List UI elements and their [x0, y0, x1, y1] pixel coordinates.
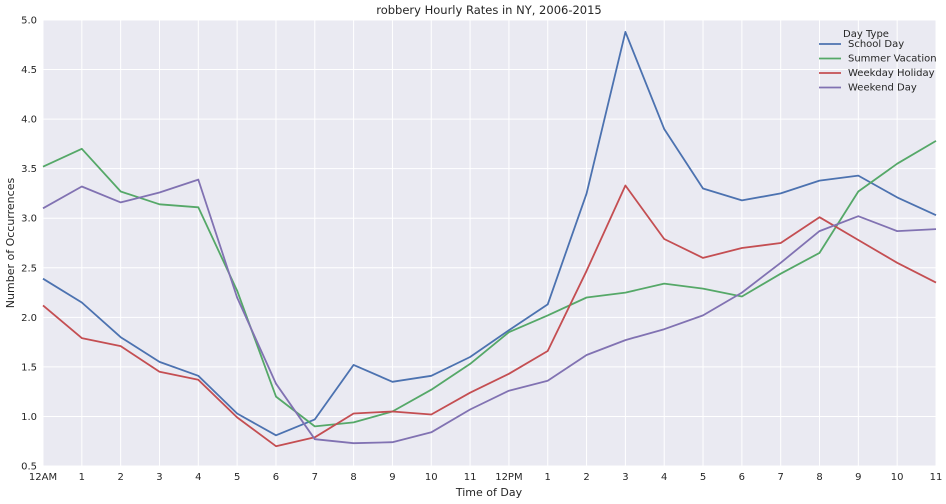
series-line-2: [42, 184, 937, 448]
x-tick-label: 4: [661, 472, 667, 483]
x-tick-label: 4: [195, 472, 201, 483]
legend-label: Weekend Day: [848, 83, 917, 94]
x-tick-label: 10: [891, 472, 904, 483]
x-tick-label: 1: [79, 472, 85, 483]
y-tick-label: 1.5: [21, 362, 37, 373]
x-axis-title: Time of Day: [455, 486, 523, 499]
x-tick-label: 11: [930, 472, 943, 483]
y-tick-label: 2.0: [21, 313, 37, 324]
y-tick-label: 1.0: [21, 412, 37, 423]
chart-title: robbery Hourly Rates in NY, 2006-2015: [376, 3, 602, 17]
y-tick-label: 2.5: [21, 263, 37, 274]
y-tick-label: 5.0: [21, 16, 37, 27]
y-axis-ticks: 0.5 1.0 1.5 2.0 2.5 3.0 3.5 4.0 4.5 5.0: [21, 16, 37, 473]
x-tick-label: 5: [700, 472, 706, 483]
series-line-1: [42, 140, 937, 428]
x-tick-label: 5: [234, 472, 240, 483]
y-tick-label: 0.5: [21, 462, 37, 473]
x-tick-label: 8: [816, 472, 822, 483]
y-tick-label: 4.5: [21, 65, 37, 76]
x-tick-label: 9: [855, 472, 861, 483]
x-tick-label: 8: [350, 472, 356, 483]
x-tick-label: 2: [117, 472, 123, 483]
legend: Day Type School Day Summer Vacation Weekda…: [819, 29, 937, 94]
x-tick-label: 6: [739, 472, 745, 483]
x-tick-label: 10: [425, 472, 438, 483]
x-tick-label: 6: [273, 472, 279, 483]
x-tick-label: 2: [583, 472, 589, 483]
series-line-0: [42, 30, 937, 437]
x-tick-label: 12AM: [29, 472, 57, 483]
x-tick-label: 9: [389, 472, 395, 483]
legend-label: Summer Vacation: [848, 54, 937, 65]
x-tick-label: 7: [312, 472, 318, 483]
x-tick-label: 3: [156, 472, 162, 483]
legend-label: Weekday Holiday: [848, 68, 935, 79]
legend-label: School Day: [848, 39, 904, 50]
y-tick-label: 4.0: [21, 115, 37, 126]
x-tick-label: 12PM: [495, 472, 522, 483]
x-tick-label: 11: [464, 472, 477, 483]
x-axis-ticks: 12AM 1 2 3 4 5 6 7 8 9 10 11 12PM 1 2 3 4 5 6 7 8 9 10 11: [29, 472, 942, 483]
series-line-3: [42, 178, 937, 445]
grid-lines: [42, 19, 937, 467]
x-tick-label: 1: [545, 472, 551, 483]
x-tick-label: 3: [622, 472, 628, 483]
y-tick-label: 3.0: [21, 214, 37, 225]
y-axis-title: Number of Occurrences: [4, 178, 17, 309]
series-lines: [42, 30, 937, 448]
plot-area: [43, 20, 936, 466]
legend-title: Day Type: [843, 29, 889, 40]
y-tick-label: 3.5: [21, 164, 37, 175]
x-tick-label: 7: [778, 472, 784, 483]
